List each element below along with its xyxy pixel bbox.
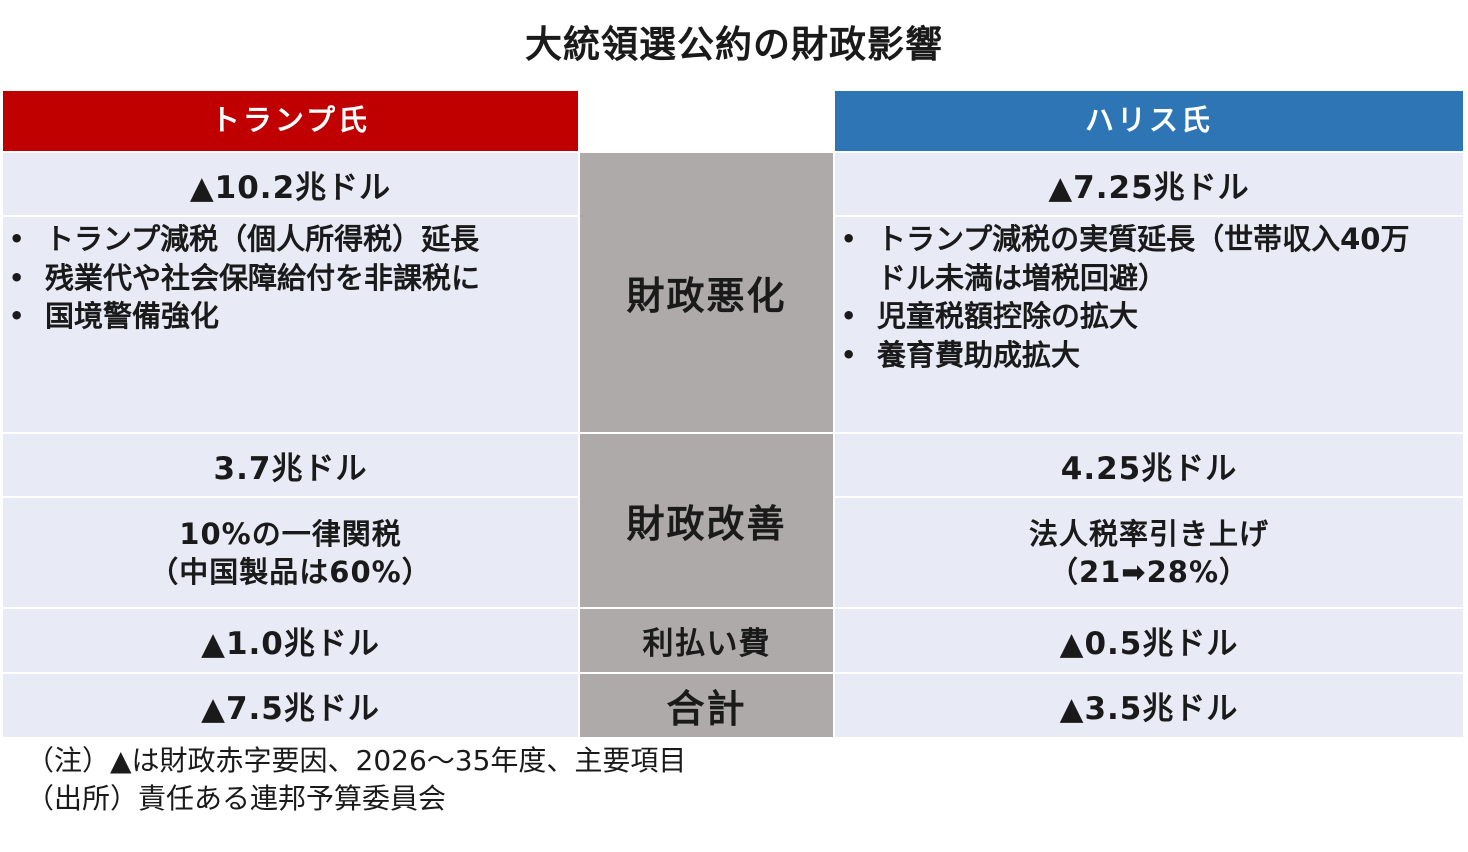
trump-header: トランプ氏 — [3, 91, 578, 151]
source-text: （出所）責任ある連邦予算委員会 — [26, 782, 447, 815]
trump-improvement-line2: （中国製品は60%） — [149, 554, 432, 589]
category-interest: 利払い費 — [580, 609, 833, 672]
harris-total: ▲3.5兆ドル — [835, 674, 1463, 737]
trump-total: ▲7.5兆ドル — [3, 674, 578, 737]
list-item: 養育費助成拡大 — [835, 336, 1433, 375]
harris-header: ハリス氏 — [835, 91, 1463, 151]
harris-improvement-line1: 法人税率引き上げ — [1028, 516, 1269, 551]
list-item: トランプ減税の実質延長（世帯収入40万ドル未満は増税回避） — [835, 220, 1433, 297]
list-item: 国境警備強化 — [3, 297, 480, 336]
harris-improvement-detail: 法人税率引き上げ （21➡28%） — [835, 498, 1463, 607]
list-item: 児童税額控除の拡大 — [835, 297, 1433, 336]
page-title: 大統領選公約の財政影響 — [525, 23, 943, 66]
trump-worsening-items: トランプ減税（個人所得税）延長 残業代や社会保障給付を非課税に 国境警備強化 — [3, 217, 578, 432]
harris-interest: ▲0.5兆ドル — [835, 609, 1463, 672]
harris-worsening-list: トランプ減税の実質延長（世帯収入40万ドル未満は増税回避） 児童税額控除の拡大 … — [835, 220, 1433, 374]
trump-improvement-detail: 10%の一律関税 （中国製品は60%） — [3, 498, 578, 607]
harris-improvement-total: 4.25兆ドル — [835, 434, 1463, 496]
note-text: （注）▲は財政赤字要因、2026～35年度、主要項目 — [26, 744, 687, 777]
trump-improvement-total: 3.7兆ドル — [3, 434, 578, 496]
trump-improvement-line1: 10%の一律関税 — [179, 516, 402, 551]
harris-worsening-items: トランプ減税の実質延長（世帯収入40万ドル未満は増税回避） 児童税額控除の拡大 … — [835, 217, 1463, 432]
trump-worsening-total: ▲10.2兆ドル — [3, 153, 578, 215]
category-total: 合計 — [580, 674, 833, 737]
harris-improvement-line2: （21➡28%） — [1048, 554, 1250, 589]
trump-worsening-list: トランプ減税（個人所得税）延長 残業代や社会保障給付を非課税に 国境警備強化 — [3, 220, 480, 336]
list-item: トランプ減税（個人所得税）延長 — [3, 220, 480, 259]
trump-interest: ▲1.0兆ドル — [3, 609, 578, 672]
footnotes: （注）▲は財政赤字要因、2026～35年度、主要項目 （出所）責任ある連邦予算委… — [26, 742, 686, 818]
category-worsening: 財政悪化 — [580, 153, 833, 432]
harris-worsening-total: ▲7.25兆ドル — [835, 153, 1463, 215]
list-item: 残業代や社会保障給付を非課税に — [3, 259, 480, 298]
category-improvement: 財政改善 — [580, 434, 833, 607]
